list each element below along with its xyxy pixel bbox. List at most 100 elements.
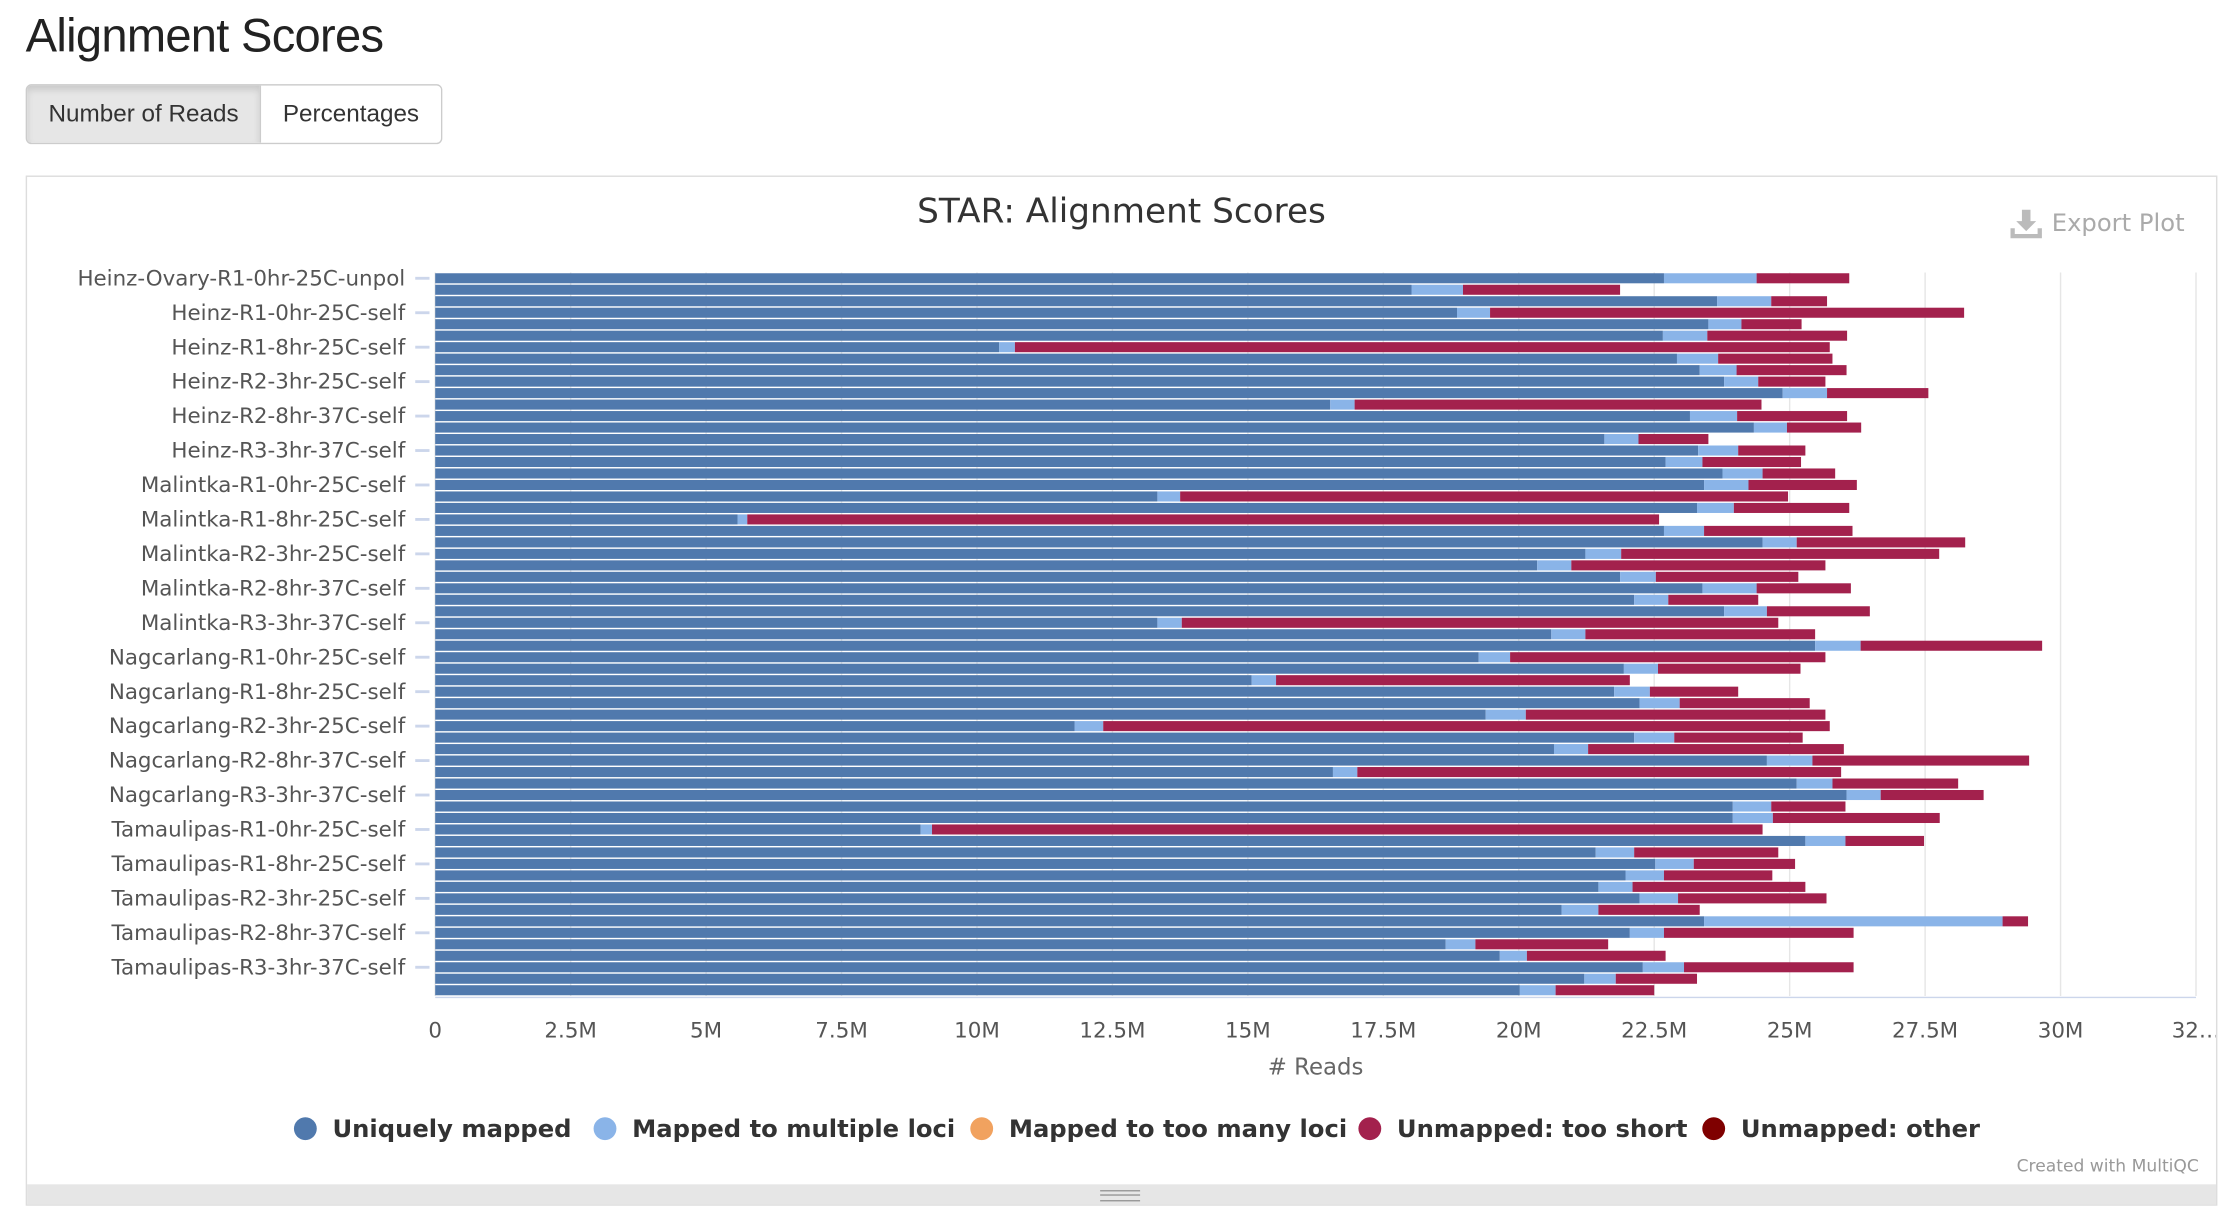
bar-segment-2 — [1642, 962, 1685, 973]
bar-segment-1 — [435, 640, 1816, 651]
bar-segment-1 — [435, 835, 1806, 846]
bar-segment-1 — [435, 388, 1783, 399]
bar-segment-1 — [435, 502, 1698, 513]
bar-segment-1 — [435, 916, 1705, 927]
bar-segment-1 — [435, 698, 1640, 709]
percentages-button[interactable]: Percentages — [261, 85, 441, 143]
bar-segment-2 — [1704, 916, 2003, 927]
y-axis-label: Nagcarlang-R2-8hr-37C-self — [109, 749, 406, 774]
x-tick-label: 17.5M — [1350, 1018, 1416, 1043]
y-axis-label: Malintka-R3-3hr-37C-self — [141, 611, 406, 636]
bar-segment-2 — [1604, 434, 1639, 445]
bar-segment-2 — [1251, 675, 1277, 686]
bar-segment-4 — [1571, 560, 1826, 571]
resize-handle[interactable] — [27, 1184, 2216, 1205]
bar-segment-1 — [435, 525, 1664, 536]
bar-segment-2 — [1629, 927, 1664, 938]
bar-segment-1 — [435, 686, 1615, 697]
x-tick-label: 10M — [954, 1018, 1000, 1043]
legend-marker — [1358, 1117, 1382, 1141]
legend-item[interactable]: Unmapped: other — [1741, 1114, 1980, 1143]
bar-segment-1 — [435, 675, 1252, 686]
bar-segment-2 — [1634, 732, 1675, 743]
bar-segment-4 — [1718, 353, 1833, 364]
bar-segment-4 — [1655, 571, 1799, 582]
y-axis-label: Nagcarlang-R2-3hr-25C-self — [109, 714, 406, 739]
bar-segment-2 — [1724, 606, 1767, 617]
number-of-reads-button[interactable]: Number of Reads — [27, 85, 262, 143]
bar-segment-1 — [435, 365, 1700, 376]
page-title: Alignment Scores — [25, 8, 384, 62]
y-axis-label: Tamaulipas-R1-8hr-25C-self — [111, 852, 406, 877]
bar-segment-2 — [1584, 973, 1616, 984]
legend-item[interactable]: Mapped to multiple loci — [632, 1114, 955, 1143]
bar-segment-1 — [435, 629, 1552, 640]
bar-segment-1 — [435, 824, 921, 835]
bar-segment-4 — [1632, 881, 1806, 892]
bar-segment-2 — [1585, 548, 1622, 559]
bar-segment-4 — [747, 514, 1660, 525]
legend-marker — [1702, 1117, 1726, 1141]
bar-segment-1 — [435, 801, 1733, 812]
bar-segment-4 — [1510, 652, 1826, 663]
bar-segment-2 — [1457, 307, 1491, 318]
bar-segment-4 — [1766, 606, 1870, 617]
bar-segment-4 — [1588, 744, 1844, 755]
bar-segment-2 — [1732, 801, 1772, 812]
legend-marker — [970, 1117, 994, 1141]
bar-segment-1 — [435, 548, 1586, 559]
y-axis-label: Heinz-Ovary-R1-0hr-25C-unpol — [77, 266, 405, 291]
y-axis-label: Tamaulipas-R2-3hr-25C-self — [111, 887, 406, 912]
bar-segment-4 — [1771, 801, 1846, 812]
bar-segment-1 — [435, 456, 1666, 468]
grip-icon — [1100, 1190, 1141, 1202]
legend-item[interactable]: Uniquely mapped — [332, 1114, 571, 1143]
bar-segment-1 — [435, 583, 1703, 594]
export-plot-label: Export Plot — [2051, 209, 2185, 239]
bar-segment-4 — [1615, 973, 1698, 984]
bar-segment-1 — [435, 893, 1640, 904]
x-tick-label: 12.5M — [1079, 1018, 1145, 1043]
bar-segment-4 — [1738, 445, 1806, 456]
bar-segment-2 — [737, 514, 748, 525]
bar-segment-2 — [1663, 273, 1757, 284]
y-axis-label: Heinz-R1-8hr-25C-self — [171, 335, 405, 360]
bar-segment-4 — [1181, 617, 1779, 628]
bar-segment-4 — [1555, 985, 1655, 996]
y-axis-label: Heinz-R2-8hr-37C-self — [171, 404, 405, 429]
bar-segment-4 — [1771, 296, 1828, 307]
bar-segment-2 — [1157, 617, 1182, 628]
bar-segment-4 — [1663, 927, 1854, 938]
bar-segment-1 — [435, 560, 1538, 571]
credit-link[interactable]: Created with MultiQC — [2016, 1155, 2199, 1176]
bar-segment-4 — [1741, 319, 1802, 330]
bar-segment-1 — [435, 606, 1725, 617]
legend-item[interactable]: Mapped to too many loci — [1009, 1114, 1347, 1143]
legend-marker — [293, 1117, 317, 1141]
bar-segment-1 — [435, 663, 1624, 674]
bar-segment-1 — [435, 617, 1158, 628]
legend-item[interactable]: Unmapped: too short — [1397, 1114, 1688, 1143]
chart-title: STAR: Alignment Scores — [917, 191, 1326, 232]
bar-segment-4 — [1658, 663, 1801, 674]
bar-segment-4 — [1733, 502, 1850, 513]
bar-segment-1 — [435, 514, 738, 525]
bar-segment-4 — [1762, 468, 1836, 479]
bar-segment-1 — [435, 307, 1458, 318]
y-axis-label: Malintka-R1-0hr-25C-self — [141, 473, 406, 498]
bar-segment-4 — [1880, 789, 1984, 801]
bar-segment-2 — [1698, 445, 1739, 456]
bar-segment-1 — [435, 445, 1699, 456]
x-tick-label: 20M — [1496, 1018, 1542, 1043]
bar-segment-2 — [1330, 399, 1355, 410]
bar-segment-2 — [1708, 319, 1742, 330]
bar-segment-1 — [435, 468, 1723, 479]
bar-segment-4 — [1678, 893, 1827, 904]
bar-segment-1 — [435, 962, 1643, 973]
bar-segment-2 — [1662, 330, 1708, 341]
bar-segment-4 — [1638, 434, 1709, 445]
bar-segment-2 — [1625, 870, 1664, 881]
bar-segment-1 — [435, 652, 1479, 663]
export-plot-button[interactable]: Export Plot — [2009, 208, 2185, 239]
